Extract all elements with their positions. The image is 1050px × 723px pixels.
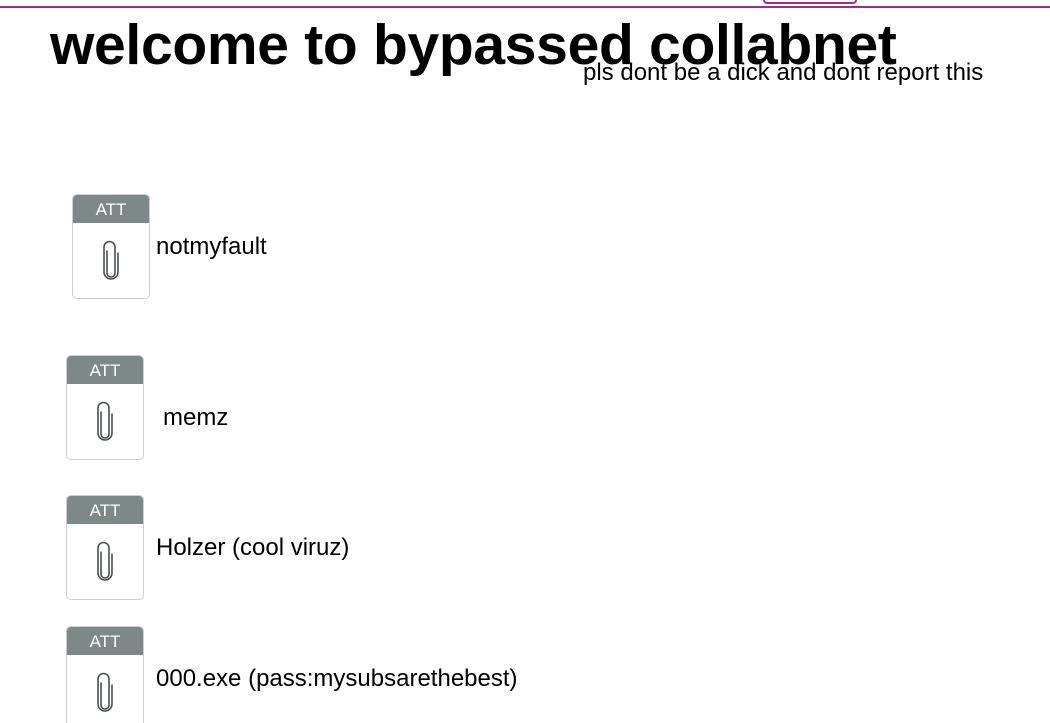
attachment-icon[interactable]: ATT [66, 626, 144, 723]
attachment-label[interactable]: memz [163, 403, 229, 431]
attachment-item[interactable]: ATT 000.exe (pass:mysubsarethebest) [66, 626, 518, 723]
top-tab[interactable] [763, 0, 857, 4]
att-badge: ATT [67, 496, 143, 524]
attachment-item[interactable]: ATT notmyfault [72, 194, 267, 299]
attachment-icon[interactable]: ATT [66, 355, 144, 460]
attachment-label[interactable]: 000.exe (pass:mysubsarethebest) [156, 664, 518, 692]
paperclip-icon [97, 541, 113, 581]
paperclip-icon [97, 401, 113, 441]
attachment-label[interactable]: Holzer (cool viruz) [156, 533, 350, 561]
top-accent-line [0, 6, 1050, 8]
attachment-label[interactable]: notmyfault [156, 232, 267, 260]
attachment-icon[interactable]: ATT [72, 194, 150, 299]
attachment-item[interactable]: ATT memz [66, 355, 228, 460]
att-badge: ATT [67, 356, 143, 384]
paperclip-icon [103, 240, 119, 280]
paperclip-icon [97, 672, 113, 712]
att-badge: ATT [73, 195, 149, 223]
attachment-item[interactable]: ATT Holzer (cool viruz) [66, 495, 349, 600]
attachment-icon[interactable]: ATT [66, 495, 144, 600]
page-subtitle: pls dont be a dick and dont report this [583, 59, 984, 86]
page-title: welcome to bypassed collabnet [50, 13, 897, 77]
att-badge: ATT [67, 627, 143, 655]
